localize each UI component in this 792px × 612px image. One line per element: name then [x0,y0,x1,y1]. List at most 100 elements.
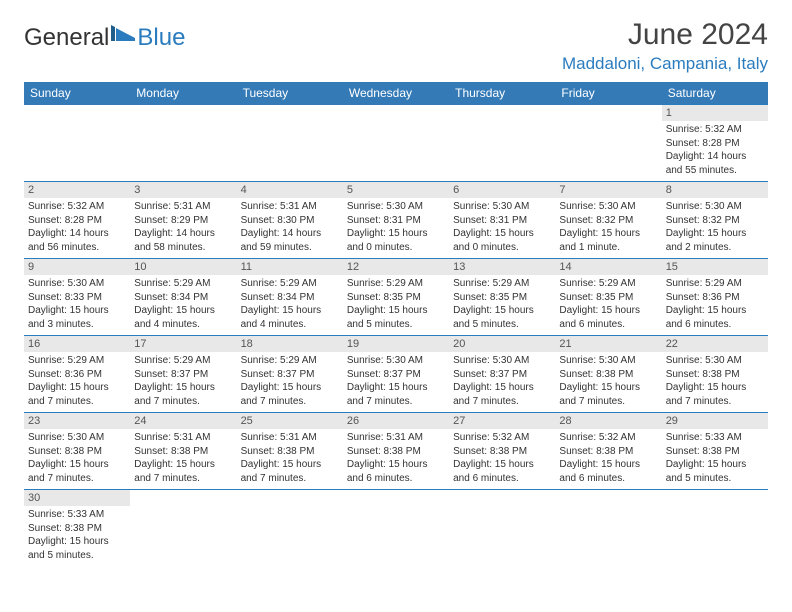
sunset-line: Sunset: 8:38 PM [453,445,551,459]
sunrise-line: Sunrise: 5:30 AM [559,354,657,368]
day-number: 26 [343,413,449,429]
day-details: Sunrise: 5:32 AMSunset: 8:38 PMDaylight:… [555,429,661,489]
sunset-line: Sunset: 8:38 PM [347,445,445,459]
weekday-header: Friday [555,82,661,105]
day-details: Sunrise: 5:29 AMSunset: 8:37 PMDaylight:… [130,352,236,412]
day-number: 12 [343,259,449,275]
daylight-line: Daylight: 15 hours and 5 minutes. [666,458,764,485]
day-details: Sunrise: 5:30 AMSunset: 8:38 PMDaylight:… [555,352,661,412]
calendar-table: SundayMondayTuesdayWednesdayThursdayFrid… [24,82,768,566]
calendar-day-cell: 26Sunrise: 5:31 AMSunset: 8:38 PMDayligh… [343,413,449,490]
sunset-line: Sunset: 8:38 PM [559,368,657,382]
day-details: Sunrise: 5:29 AMSunset: 8:35 PMDaylight:… [555,275,661,335]
day-details: Sunrise: 5:30 AMSunset: 8:37 PMDaylight:… [449,352,555,412]
day-number: 9 [24,259,130,275]
sunset-line: Sunset: 8:34 PM [134,291,232,305]
daylight-line: Daylight: 14 hours and 56 minutes. [28,227,126,254]
day-number: 17 [130,336,236,352]
day-number: 2 [24,182,130,198]
sunrise-line: Sunrise: 5:30 AM [453,354,551,368]
sunrise-line: Sunrise: 5:29 AM [134,277,232,291]
calendar-row: 1Sunrise: 5:32 AMSunset: 8:28 PMDaylight… [24,105,768,182]
calendar-day-cell: 8Sunrise: 5:30 AMSunset: 8:32 PMDaylight… [662,182,768,259]
daylight-line: Daylight: 15 hours and 7 minutes. [559,381,657,408]
daylight-line: Daylight: 15 hours and 7 minutes. [347,381,445,408]
sunrise-line: Sunrise: 5:30 AM [28,431,126,445]
calendar-day-cell: 20Sunrise: 5:30 AMSunset: 8:37 PMDayligh… [449,336,555,413]
day-details: Sunrise: 5:32 AMSunset: 8:28 PMDaylight:… [24,198,130,258]
calendar-day-cell: 4Sunrise: 5:31 AMSunset: 8:30 PMDaylight… [237,182,343,259]
calendar-row: 16Sunrise: 5:29 AMSunset: 8:36 PMDayligh… [24,336,768,413]
day-number: 10 [130,259,236,275]
day-details: Sunrise: 5:30 AMSunset: 8:37 PMDaylight:… [343,352,449,412]
day-number: 30 [24,490,130,506]
day-number: 29 [662,413,768,429]
daylight-line: Daylight: 15 hours and 5 minutes. [28,535,126,562]
sunrise-line: Sunrise: 5:29 AM [453,277,551,291]
calendar-empty-cell [237,105,343,182]
day-details: Sunrise: 5:30 AMSunset: 8:38 PMDaylight:… [24,429,130,489]
day-details: Sunrise: 5:30 AMSunset: 8:32 PMDaylight:… [662,198,768,258]
day-number: 21 [555,336,661,352]
daylight-line: Daylight: 15 hours and 0 minutes. [453,227,551,254]
day-number: 1 [662,105,768,121]
sunset-line: Sunset: 8:37 PM [134,368,232,382]
calendar-day-cell: 27Sunrise: 5:32 AMSunset: 8:38 PMDayligh… [449,413,555,490]
sunset-line: Sunset: 8:28 PM [28,214,126,228]
day-details: Sunrise: 5:31 AMSunset: 8:38 PMDaylight:… [237,429,343,489]
daylight-line: Daylight: 15 hours and 7 minutes. [241,381,339,408]
calendar-empty-cell [130,105,236,182]
calendar-day-cell: 1Sunrise: 5:32 AMSunset: 8:28 PMDaylight… [662,105,768,182]
sunrise-line: Sunrise: 5:30 AM [28,277,126,291]
sunrise-line: Sunrise: 5:30 AM [347,354,445,368]
daylight-line: Daylight: 15 hours and 4 minutes. [241,304,339,331]
day-details: Sunrise: 5:29 AMSunset: 8:35 PMDaylight:… [449,275,555,335]
daylight-line: Daylight: 15 hours and 0 minutes. [347,227,445,254]
day-number: 25 [237,413,343,429]
daylight-line: Daylight: 15 hours and 7 minutes. [453,381,551,408]
logo-flag-icon [111,25,137,43]
calendar-day-cell: 19Sunrise: 5:30 AMSunset: 8:37 PMDayligh… [343,336,449,413]
day-number: 11 [237,259,343,275]
sunrise-line: Sunrise: 5:29 AM [666,277,764,291]
title-block: June 2024 Maddaloni, Campania, Italy [562,18,768,74]
day-number: 22 [662,336,768,352]
calendar-empty-cell [343,490,449,567]
sunrise-line: Sunrise: 5:29 AM [134,354,232,368]
sunset-line: Sunset: 8:31 PM [347,214,445,228]
sunrise-line: Sunrise: 5:33 AM [666,431,764,445]
daylight-line: Daylight: 15 hours and 4 minutes. [134,304,232,331]
calendar-empty-cell [555,490,661,567]
daylight-line: Daylight: 15 hours and 7 minutes. [134,381,232,408]
sunrise-line: Sunrise: 5:29 AM [28,354,126,368]
sunset-line: Sunset: 8:31 PM [453,214,551,228]
day-details: Sunrise: 5:33 AMSunset: 8:38 PMDaylight:… [662,429,768,489]
day-details: Sunrise: 5:30 AMSunset: 8:33 PMDaylight:… [24,275,130,335]
sunset-line: Sunset: 8:36 PM [666,291,764,305]
calendar-day-cell: 17Sunrise: 5:29 AMSunset: 8:37 PMDayligh… [130,336,236,413]
sunrise-line: Sunrise: 5:29 AM [559,277,657,291]
sunrise-line: Sunrise: 5:31 AM [134,200,232,214]
day-number: 27 [449,413,555,429]
day-details: Sunrise: 5:30 AMSunset: 8:32 PMDaylight:… [555,198,661,258]
sunrise-line: Sunrise: 5:30 AM [666,200,764,214]
day-number: 4 [237,182,343,198]
day-number: 23 [24,413,130,429]
calendar-row: 23Sunrise: 5:30 AMSunset: 8:38 PMDayligh… [24,413,768,490]
day-details: Sunrise: 5:31 AMSunset: 8:38 PMDaylight:… [343,429,449,489]
header: General Blue June 2024 Maddaloni, Campan… [24,18,768,74]
weekday-header: Sunday [24,82,130,105]
calendar-row: 2Sunrise: 5:32 AMSunset: 8:28 PMDaylight… [24,182,768,259]
weekday-header: Saturday [662,82,768,105]
logo-text-blue: Blue [137,24,185,52]
daylight-line: Daylight: 15 hours and 6 minutes. [453,458,551,485]
calendar-row: 9Sunrise: 5:30 AMSunset: 8:33 PMDaylight… [24,259,768,336]
logo-text-general: General [24,24,109,52]
day-details: Sunrise: 5:30 AMSunset: 8:31 PMDaylight:… [343,198,449,258]
calendar-day-cell: 25Sunrise: 5:31 AMSunset: 8:38 PMDayligh… [237,413,343,490]
calendar-day-cell: 10 Sunrise: 5:29 AMSunset: 8:34 PMDayligh… [130,259,236,336]
month-title: June 2024 [562,18,768,52]
daylight-line: Daylight: 15 hours and 7 minutes. [134,458,232,485]
calendar-day-cell: 21Sunrise: 5:30 AMSunset: 8:38 PMDayligh… [555,336,661,413]
calendar-day-cell: 16Sunrise: 5:29 AMSunset: 8:36 PMDayligh… [24,336,130,413]
